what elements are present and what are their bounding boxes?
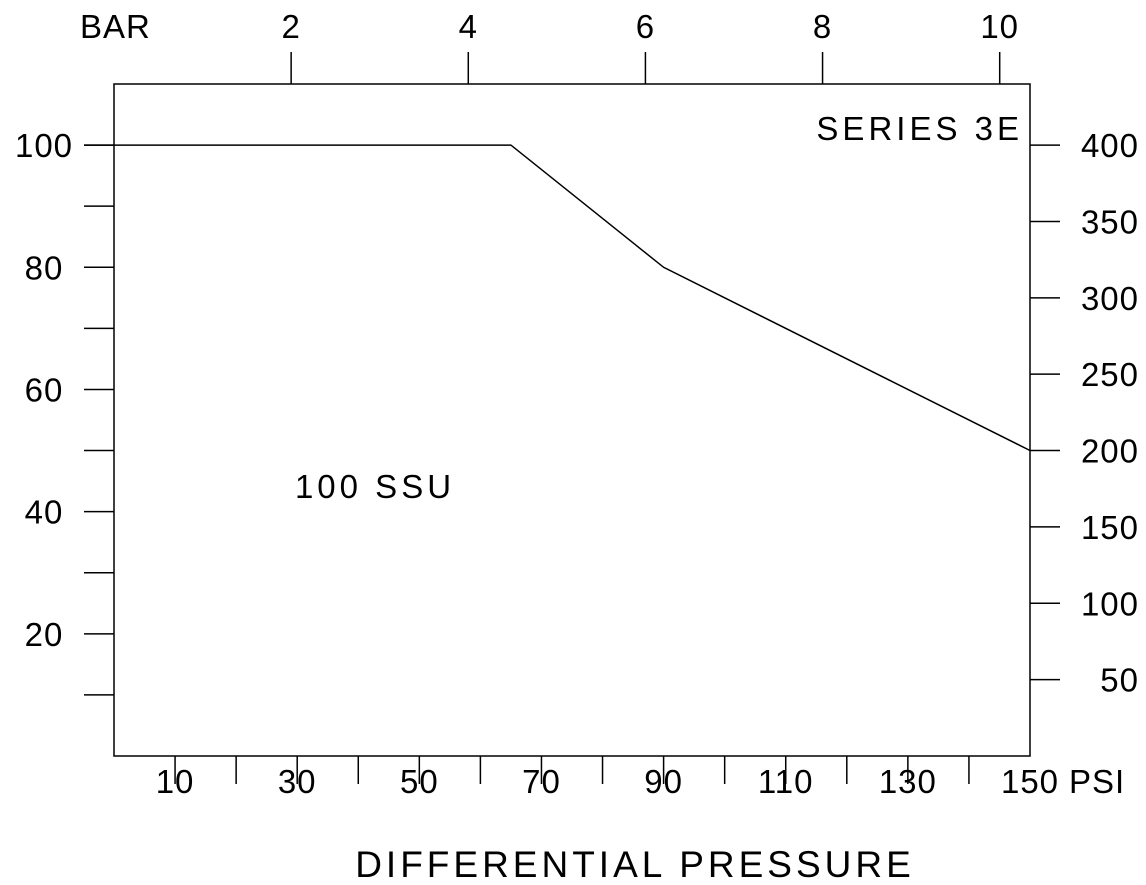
x2-tick-label: 4 [459,8,478,45]
y2-tick-label: 350 [1081,203,1139,240]
y-tick-label: 60 [25,371,64,408]
series-annotation: SERIES 3E [816,110,1023,147]
axis-labels: 10 30 50 70 90 110 130 150 2 4 6 8 10 20 40 60 80 100 50 10… [15,8,1139,800]
y2-tick-label: 250 [1081,356,1139,393]
x-axis-unit-label: PSI [1069,763,1125,800]
y2-tick-label: 50 [1100,662,1139,699]
x-tick-label: 90 [644,763,683,800]
x2-tick-label: 10 [980,8,1019,45]
y2-tick-label: 300 [1081,280,1139,317]
x-tick-label: 30 [278,763,317,800]
x-tick-label: 10 [156,763,195,800]
x2-axis-unit-label: BAR [80,8,151,45]
x-tick-label: 110 [758,763,814,800]
x-tick-label: 50 [400,763,439,800]
y2-tick-label: 400 [1081,127,1139,164]
y2-tick-label: 200 [1081,433,1139,470]
plot-border [113,83,1031,757]
y-tick-label: 40 [25,494,64,531]
x-axis-title: DIFFERENTIAL PRESSURE [355,844,915,885]
series-line [114,144,1031,452]
y-tick-label: 80 [25,249,64,286]
x-tick-label: 130 [879,763,937,800]
y2-tick-label: 100 [1081,585,1139,622]
plot-frame [113,83,1031,757]
y2-tick-label: 150 [1081,509,1139,546]
x2-tick-label: 8 [813,8,832,45]
series-layer [84,144,1031,452]
x2-tick-label: 2 [281,8,300,45]
x-tick-label: 70 [522,763,561,800]
x2-tick-label: 6 [636,8,655,45]
curve-annotation: 100 SSU [295,468,455,505]
x-tick-label: 150 [1001,763,1059,800]
axis-ticks [84,52,1060,784]
y-tick-label: 100 [15,127,73,164]
y-tick-label: 20 [25,616,64,653]
